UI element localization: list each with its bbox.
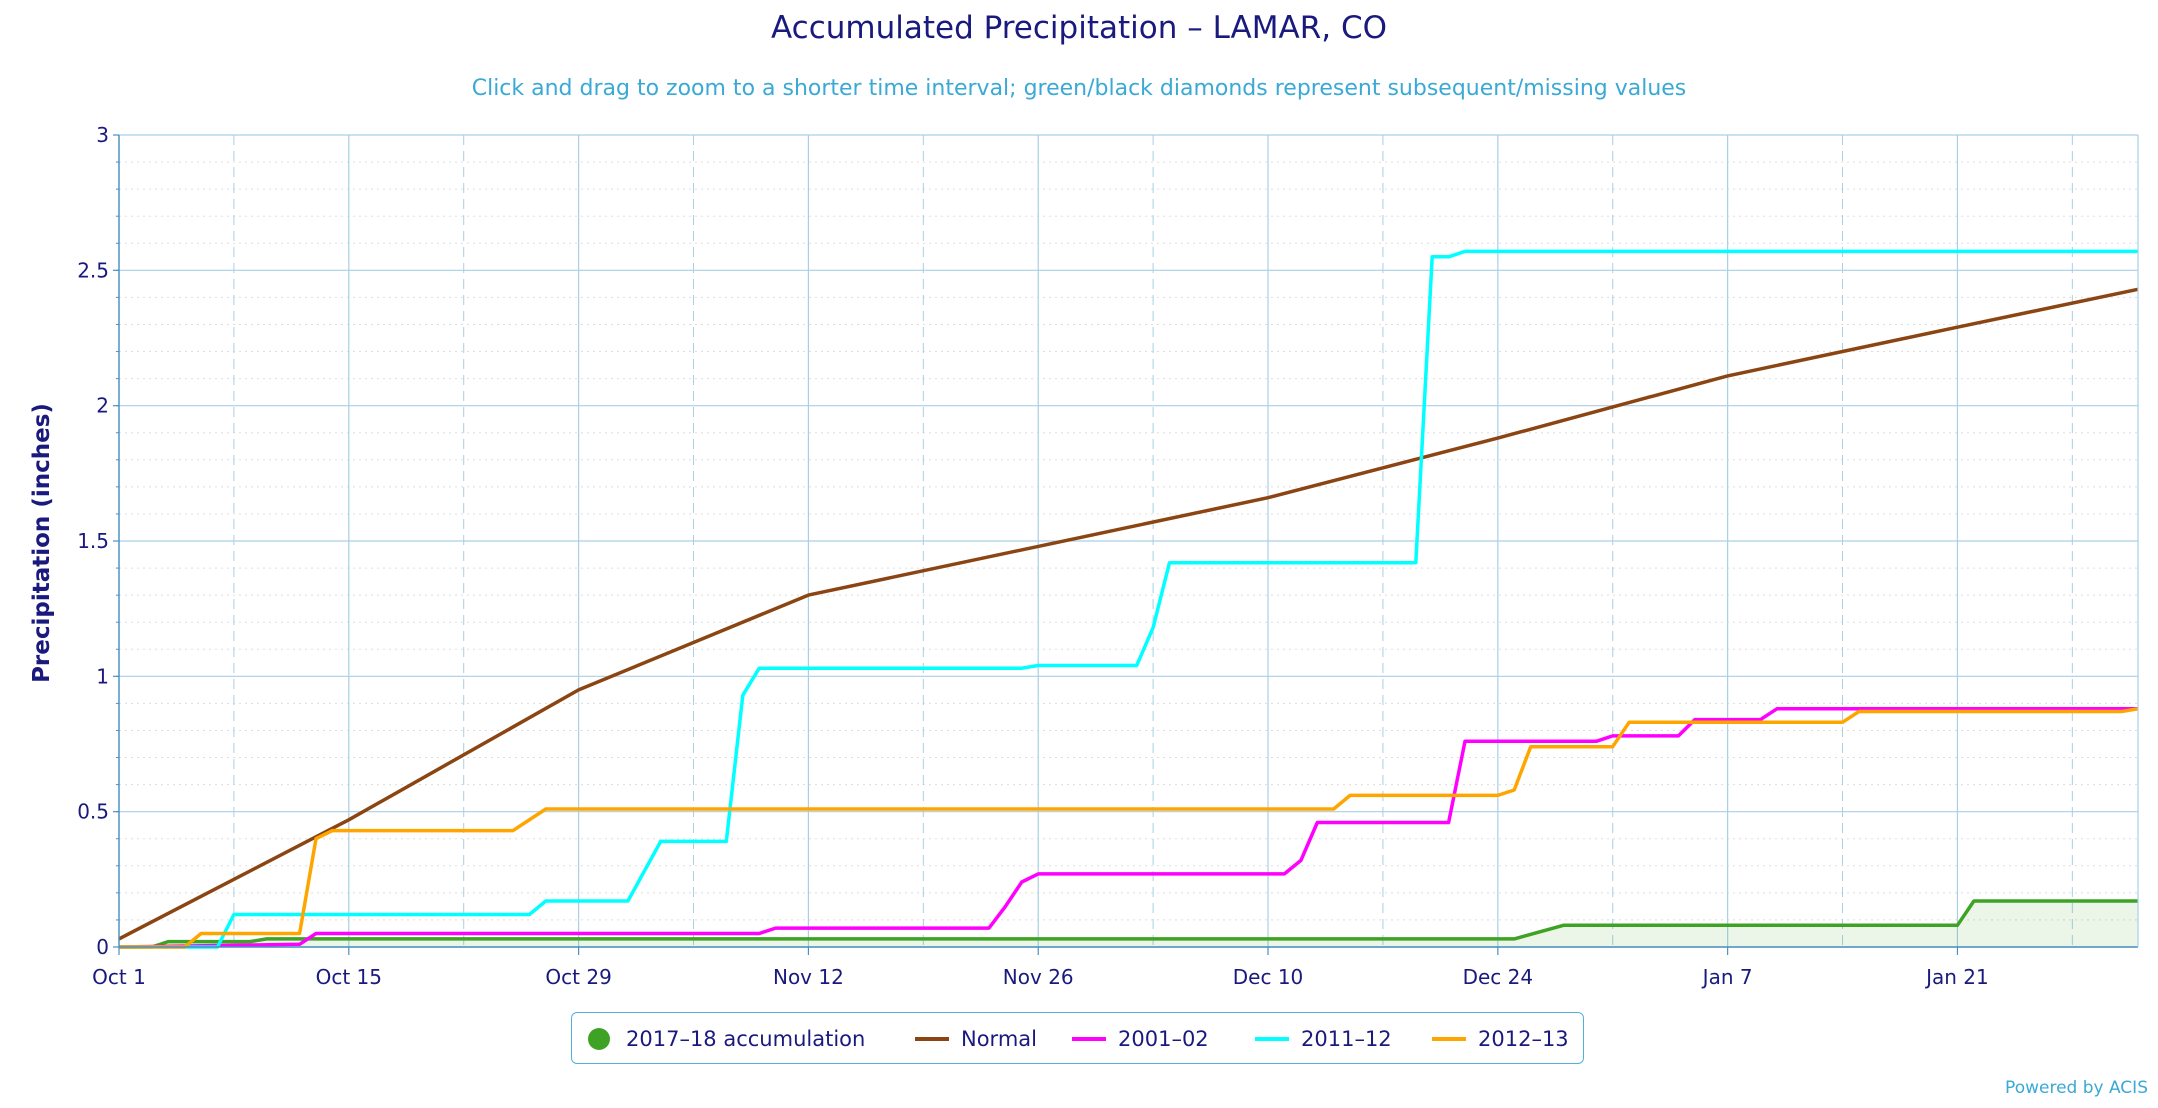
green-dot-icon bbox=[588, 1028, 610, 1050]
y-tick-label: 0.5 bbox=[77, 800, 109, 824]
series-line-2001-02 bbox=[118, 707, 2138, 949]
legend-label-2017-18: 2017–18 accumulation bbox=[626, 1027, 866, 1051]
legend-item-2012-13[interactable]: 2012–13 bbox=[1432, 1013, 1569, 1065]
2012-13-line-icon bbox=[1432, 1037, 1466, 1041]
legend-label-2012-13: 2012–13 bbox=[1478, 1027, 1569, 1051]
legend-item-normal[interactable]: Normal bbox=[915, 1013, 1037, 1065]
x-tick-label: Dec 24 bbox=[1463, 965, 1534, 989]
major-gridlines bbox=[118, 134, 2138, 948]
y-tick-label: 1 bbox=[96, 664, 109, 688]
legend-item-2001-02[interactable]: 2001–02 bbox=[1072, 1013, 1209, 1065]
legend-item-2011-12[interactable]: 2011–12 bbox=[1255, 1013, 1392, 1065]
x-tick-label: Jan 21 bbox=[1924, 965, 1989, 989]
legend-label-normal: Normal bbox=[961, 1027, 1037, 1051]
y-tick-label: 0 bbox=[96, 935, 109, 959]
series-layer bbox=[118, 249, 2139, 949]
legend-label-2001-02: 2001–02 bbox=[1118, 1027, 1209, 1051]
normal-line-icon bbox=[915, 1037, 949, 1041]
series-line-normal bbox=[118, 287, 2139, 941]
y-tick-label: 3 bbox=[96, 123, 109, 147]
series-area-2017-18-accumulation bbox=[119, 901, 2138, 947]
x-tick-label: Oct 15 bbox=[316, 965, 382, 989]
x-tick-label: Dec 10 bbox=[1233, 965, 1304, 989]
chart-subtitle: Click and drag to zoom to a shorter time… bbox=[471, 76, 1687, 101]
2001-02-line-icon bbox=[1072, 1037, 1106, 1041]
y-tick-label: 2 bbox=[96, 394, 109, 418]
x-tick-label: Oct 1 bbox=[92, 965, 146, 989]
credits-link[interactable]: Powered by ACIS bbox=[2005, 1078, 2148, 1098]
x-tick-label: Nov 12 bbox=[773, 965, 844, 989]
chart-title: Accumulated Precipitation – LAMAR, CO bbox=[770, 10, 1388, 46]
legend-label-2011-12: 2011–12 bbox=[1301, 1027, 1392, 1051]
series-line-2012-13 bbox=[119, 707, 2139, 949]
2011-12-line-icon bbox=[1255, 1037, 1289, 1041]
x-tick-label: Jan 7 bbox=[1701, 965, 1753, 989]
series-line-2017-18-accumulation bbox=[119, 899, 2138, 949]
x-tick-label: Oct 29 bbox=[545, 965, 611, 989]
y-tick-label: 2.5 bbox=[77, 258, 109, 282]
y-tick-label: 1.5 bbox=[77, 529, 109, 553]
x-tick-label: Nov 26 bbox=[1003, 965, 1074, 989]
axis-layer: 0 0.5 1 1.5 2 2.5 3 Oct 1 Oct 15 Oct 29 Nov 12 Nov … bbox=[77, 123, 2139, 989]
legend: 2017–18 accumulation Normal 2001–02 2011… bbox=[571, 1012, 1584, 1064]
legend-item-2017-18[interactable]: 2017–18 accumulation bbox=[588, 1013, 865, 1065]
series-line-2011-12 bbox=[119, 249, 2138, 949]
